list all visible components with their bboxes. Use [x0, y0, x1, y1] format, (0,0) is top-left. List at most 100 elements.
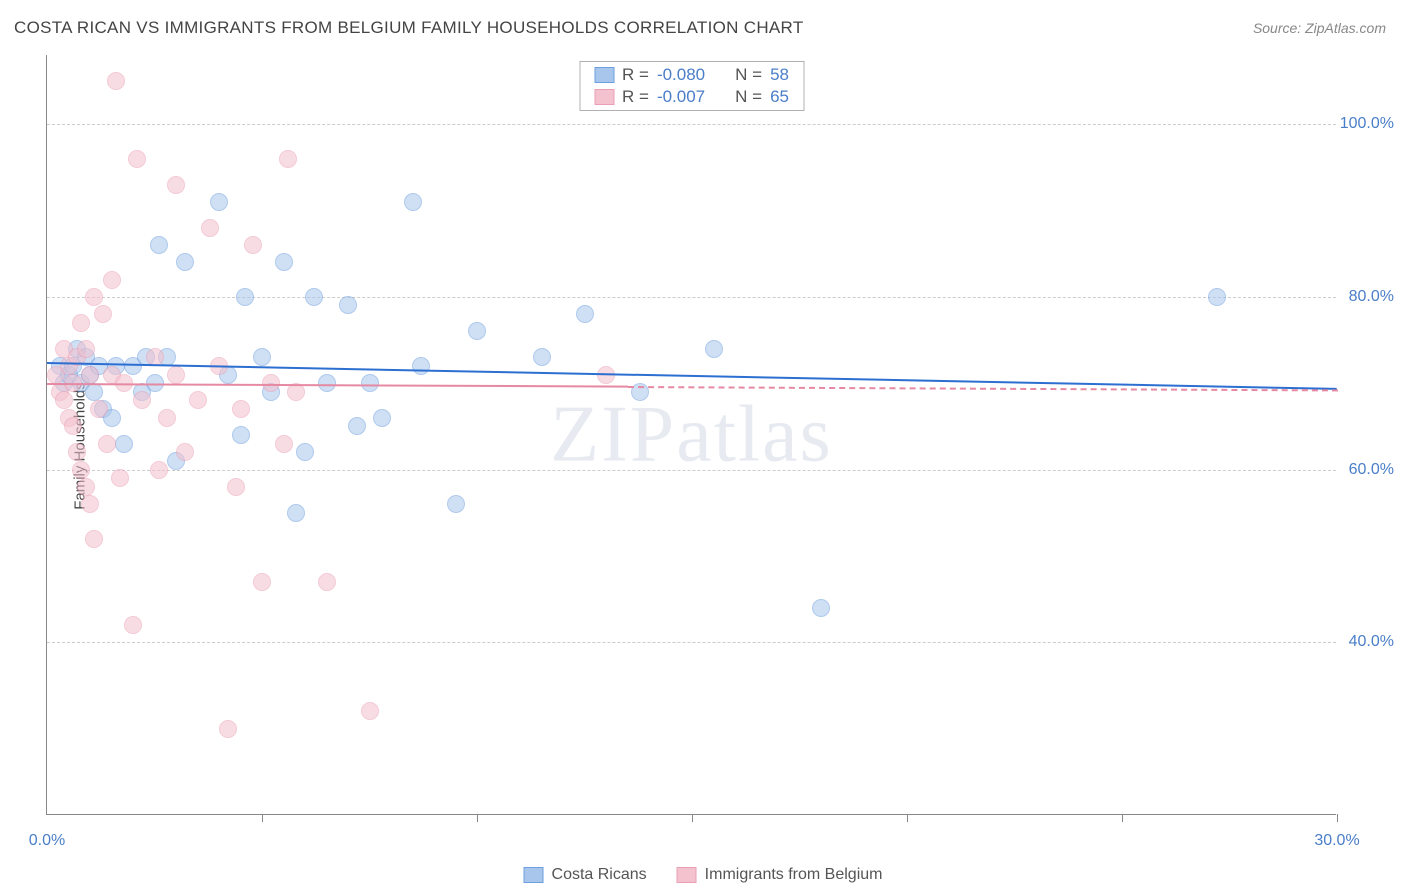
x-tick [1122, 814, 1123, 822]
scatter-point [167, 176, 185, 194]
scatter-point [115, 435, 133, 453]
scatter-point [219, 720, 237, 738]
watermark: ZIPatlas [550, 389, 833, 480]
y-tick-label: 60.0% [1349, 461, 1394, 479]
stat-r-value: -0.007 [657, 87, 705, 107]
scatter-point [576, 305, 594, 323]
legend-swatch [677, 867, 697, 883]
scatter-point [81, 366, 99, 384]
scatter-point [81, 495, 99, 513]
scatter-point [318, 573, 336, 591]
scatter-point [68, 443, 86, 461]
scatter-point [253, 573, 271, 591]
stat-r-value: -0.080 [657, 65, 705, 85]
legend-item: Immigrants from Belgium [677, 866, 883, 884]
scatter-point [279, 150, 297, 168]
plot-area: ZIPatlas R = -0.080 N = 58 R = -0.007 N = 6… [46, 55, 1336, 815]
scatter-point [447, 495, 465, 513]
scatter-point [412, 357, 430, 375]
scatter-point [176, 443, 194, 461]
scatter-point [210, 193, 228, 211]
scatter-point [77, 340, 95, 358]
bottom-legend: Costa Ricans Immigrants from Belgium [524, 866, 883, 884]
legend-swatch [594, 89, 614, 105]
scatter-point [339, 296, 357, 314]
scatter-point [253, 348, 271, 366]
legend-swatch [524, 867, 544, 883]
scatter-point [133, 391, 151, 409]
scatter-point [275, 435, 293, 453]
x-tick-label: 30.0% [1314, 832, 1359, 850]
scatter-point [189, 391, 207, 409]
scatter-point [812, 599, 830, 617]
scatter-point [1208, 288, 1226, 306]
x-tick [1337, 814, 1338, 822]
x-tick-label: 0.0% [29, 832, 65, 850]
legend-label: Immigrants from Belgium [705, 866, 883, 884]
scatter-point [348, 417, 366, 435]
scatter-point [201, 219, 219, 237]
scatter-point [232, 400, 250, 418]
y-tick-label: 80.0% [1349, 288, 1394, 306]
source-label: Source: ZipAtlas.com [1253, 20, 1386, 36]
scatter-point [705, 340, 723, 358]
scatter-point [64, 417, 82, 435]
scatter-point [227, 478, 245, 496]
scatter-point [55, 391, 73, 409]
y-tick-label: 100.0% [1340, 115, 1394, 133]
y-tick-label: 40.0% [1349, 633, 1394, 651]
stat-n-label: N = [735, 87, 762, 107]
scatter-point [158, 409, 176, 427]
scatter-point [296, 443, 314, 461]
scatter-point [150, 236, 168, 254]
gridline [47, 642, 1336, 643]
stats-legend-box: R = -0.080 N = 58 R = -0.007 N = 65 [579, 61, 804, 111]
stat-n-label: N = [735, 65, 762, 85]
stat-n-value: 58 [770, 65, 789, 85]
scatter-point [77, 478, 95, 496]
scatter-point [72, 461, 90, 479]
scatter-point [287, 504, 305, 522]
scatter-point [361, 374, 379, 392]
scatter-point [150, 461, 168, 479]
scatter-point [176, 253, 194, 271]
stats-row: R = -0.007 N = 65 [580, 86, 803, 108]
stat-n-value: 65 [770, 87, 789, 107]
scatter-point [468, 322, 486, 340]
scatter-point [85, 383, 103, 401]
scatter-point [85, 288, 103, 306]
stat-r-label: R = [622, 87, 649, 107]
scatter-point [244, 236, 262, 254]
scatter-point [72, 314, 90, 332]
scatter-point [373, 409, 391, 427]
x-tick [262, 814, 263, 822]
gridline [47, 124, 1336, 125]
scatter-point [90, 400, 108, 418]
scatter-point [98, 435, 116, 453]
scatter-point [236, 288, 254, 306]
scatter-point [128, 150, 146, 168]
scatter-point [404, 193, 422, 211]
scatter-point [94, 305, 112, 323]
stats-row: R = -0.080 N = 58 [580, 64, 803, 86]
scatter-point [124, 616, 142, 634]
gridline [47, 470, 1336, 471]
x-tick [692, 814, 693, 822]
scatter-point [305, 288, 323, 306]
legend-item: Costa Ricans [524, 866, 647, 884]
scatter-point [232, 426, 250, 444]
legend-swatch [594, 67, 614, 83]
scatter-point [318, 374, 336, 392]
x-tick [477, 814, 478, 822]
scatter-point [111, 469, 129, 487]
scatter-point [167, 366, 185, 384]
chart-title: COSTA RICAN VS IMMIGRANTS FROM BELGIUM F… [14, 18, 804, 38]
x-tick [907, 814, 908, 822]
scatter-point [533, 348, 551, 366]
legend-label: Costa Ricans [552, 866, 647, 884]
chart-container: COSTA RICAN VS IMMIGRANTS FROM BELGIUM F… [0, 0, 1406, 892]
scatter-point [361, 702, 379, 720]
stat-r-label: R = [622, 65, 649, 85]
scatter-point [85, 530, 103, 548]
scatter-point [103, 271, 121, 289]
